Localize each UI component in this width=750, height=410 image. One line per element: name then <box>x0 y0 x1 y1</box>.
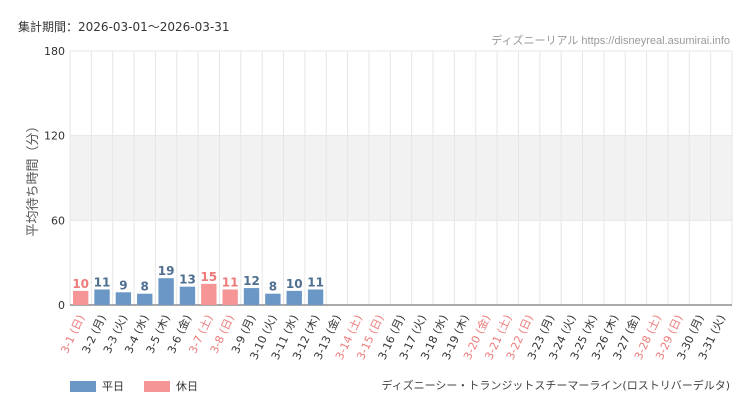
bar <box>94 289 110 305</box>
band-60-120 <box>70 135 732 221</box>
bar <box>307 289 324 305</box>
attraction-name: ディズニーシー・トランジットスチーマーライン(ロストリバーデルタ) <box>381 379 730 392</box>
legend-swatch-weekday <box>70 380 96 392</box>
bar <box>201 283 217 305</box>
grid-lines <box>69 50 733 306</box>
bars <box>72 278 324 305</box>
bar <box>179 286 196 305</box>
legend-item-holiday: 休日 <box>144 378 198 394</box>
data-label: 13 <box>179 273 196 287</box>
bar <box>115 292 132 305</box>
y-tick-label: 60 <box>51 214 65 227</box>
data-label: 11 <box>94 275 111 289</box>
legend-label-weekday: 平日 <box>102 380 124 393</box>
data-label: 9 <box>119 278 127 292</box>
data-label: 10 <box>72 277 89 291</box>
y-tick-labels: 0 60 120 180 <box>44 45 65 312</box>
bar <box>137 293 153 305</box>
bar <box>158 278 174 305</box>
bar <box>286 290 302 305</box>
legend-label-holiday: 休日 <box>176 380 198 393</box>
x-tick-labels: 3-1 (日)3-2 (月)3-3 (火)3-4 (水)3-5 (木)3-6 (… <box>58 312 728 361</box>
legend-swatch-holiday <box>144 380 170 392</box>
data-label: 11 <box>307 275 324 289</box>
y-tick-label: 0 <box>58 299 65 312</box>
bar <box>243 288 260 305</box>
data-label: 8 <box>269 280 277 294</box>
y-tick-label: 120 <box>44 130 65 143</box>
legend-item-weekday: 平日 <box>70 378 124 394</box>
site-credit: ディズニーリアル https://disneyreal.asumirai.inf… <box>491 35 730 47</box>
y-tick-label: 180 <box>44 45 65 58</box>
y-axis-title: 平均待ち時間（分） <box>26 119 41 236</box>
data-label: 8 <box>141 280 149 294</box>
bar <box>265 293 281 305</box>
data-label: 12 <box>243 274 260 288</box>
bar <box>72 290 89 305</box>
data-label: 10 <box>286 277 303 291</box>
legend: 平日 休日 <box>70 378 218 394</box>
data-label: 19 <box>158 264 175 278</box>
bar <box>222 289 238 305</box>
data-label: 11 <box>222 275 239 289</box>
data-label: 15 <box>200 270 217 284</box>
period-label: 集計期間：2026-03-01～2026-03-31 <box>18 20 230 34</box>
